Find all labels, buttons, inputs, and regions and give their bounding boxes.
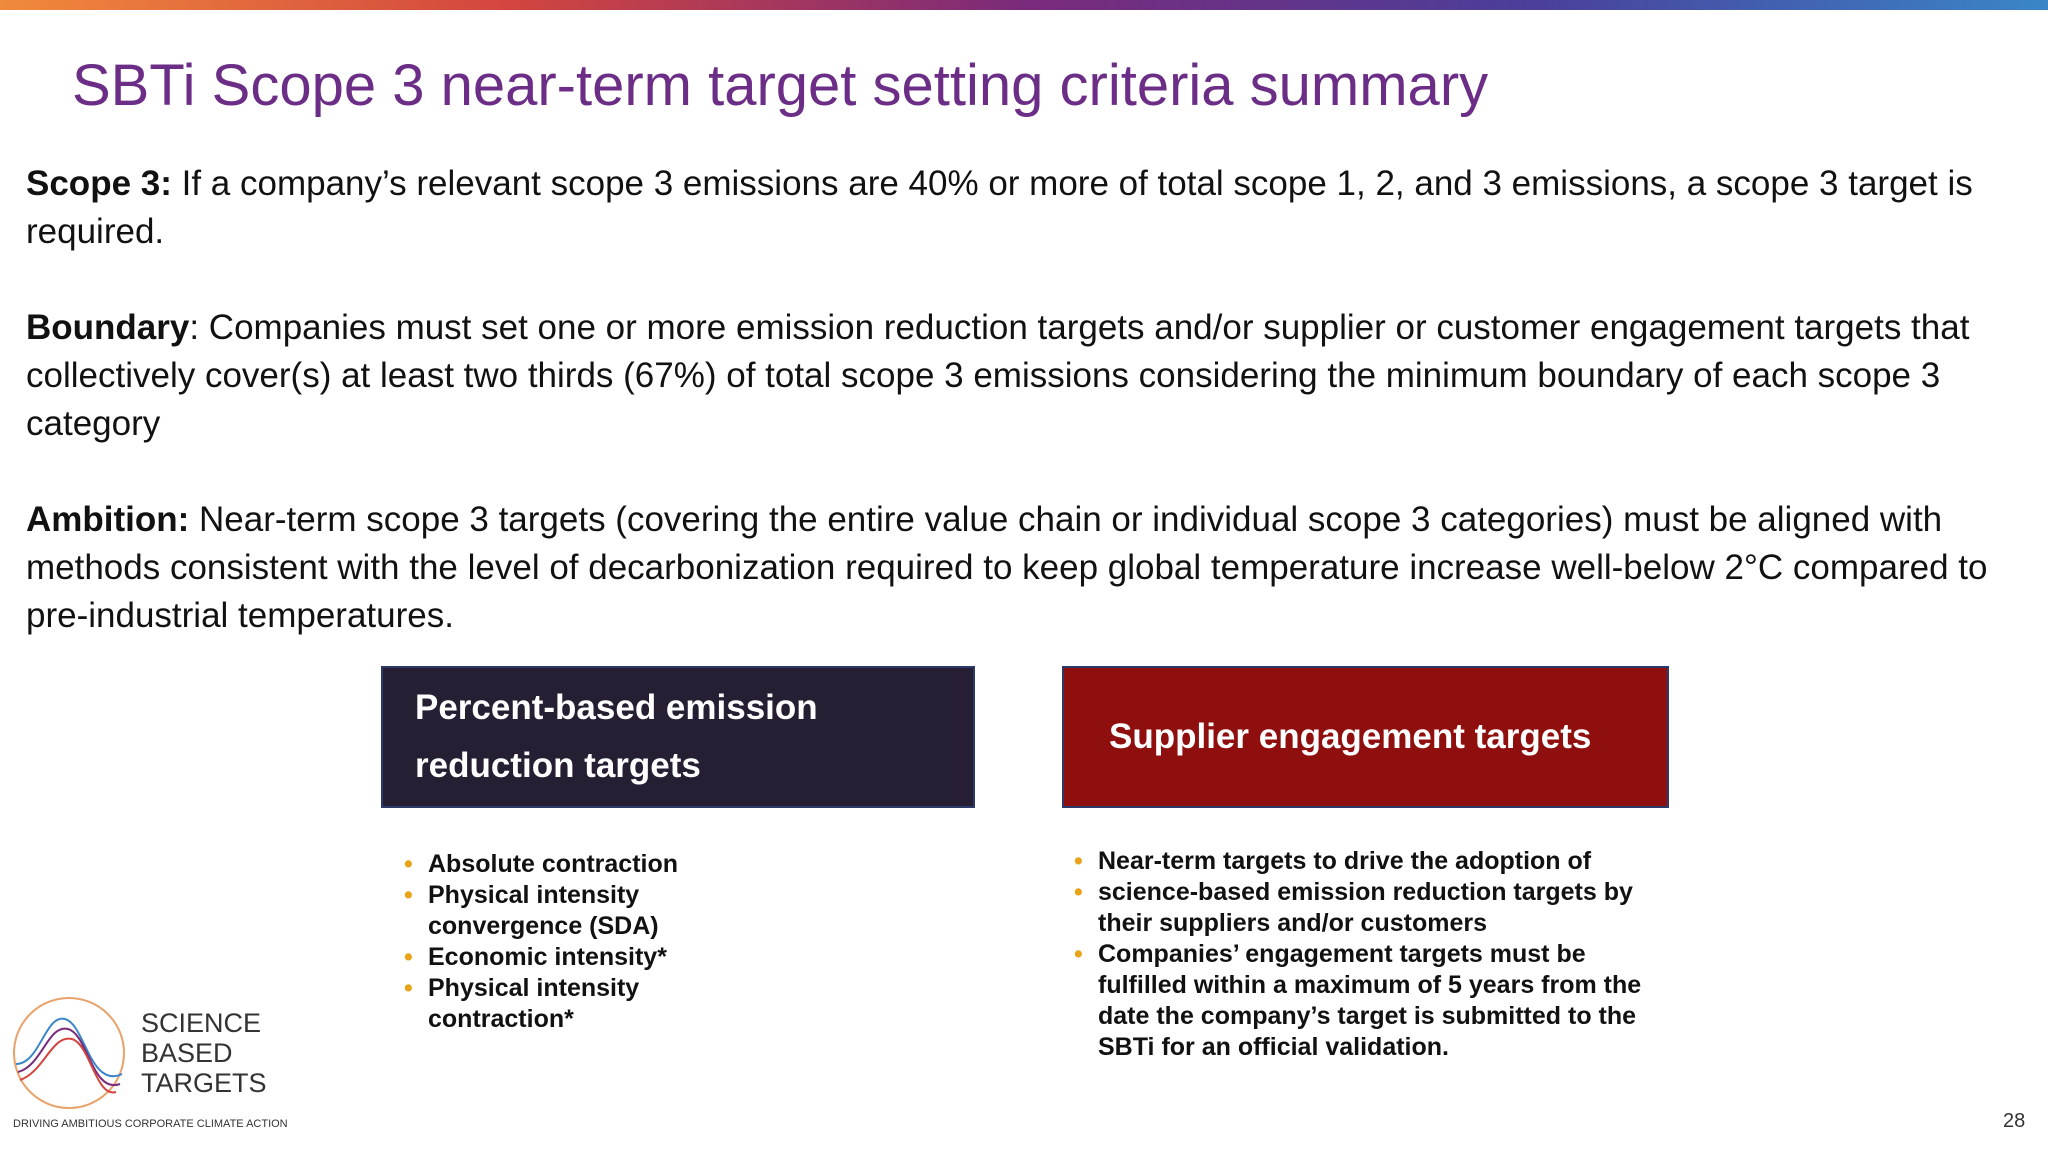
- tagline: DRIVING AMBITIOUS CORPORATE CLIMATE ACTI…: [13, 1118, 288, 1130]
- paragraph: Ambition: Near-term scope 3 targets (cov…: [26, 496, 2016, 640]
- text: If a company’s relevant scope 3 emission…: [26, 164, 1973, 251]
- logo-text: SCIENCE BASED TARGETS: [141, 1008, 267, 1098]
- label: Boundary: [26, 308, 190, 347]
- bullet-list: Near-term targets to drive the adoption …: [1074, 846, 1644, 1063]
- box-title: Supplier engagement targets: [1109, 717, 1592, 756]
- box-title: Percent-based emission reduction targets: [415, 688, 818, 785]
- box-header: Supplier engagement targets: [1062, 666, 1669, 808]
- paragraph: Boundary: Companies must set one or more…: [26, 304, 2016, 448]
- text: Near-term scope 3 targets (covering the …: [26, 500, 1988, 635]
- bullet: Physical intensity convergence (SDA): [404, 880, 734, 942]
- bullet: Absolute contraction: [404, 849, 734, 880]
- logo-line: SCIENCE: [141, 1008, 262, 1038]
- top-bar: [0, 0, 2048, 10]
- logo-mark: [13, 997, 125, 1109]
- bullet: Companies’ engagement targets must be fu…: [1074, 939, 1644, 1063]
- label: Scope 3:: [26, 164, 172, 203]
- bullet: Near-term targets to drive the adoption …: [1074, 846, 1644, 877]
- paragraph: Scope 3: If a company’s relevant scope 3…: [26, 160, 2016, 256]
- body-text: Scope 3: If a company’s relevant scope 3…: [26, 160, 2016, 688]
- bullet: Physical intensity contraction*: [404, 973, 734, 1035]
- box-header: Percent-based emission reduction targets: [381, 666, 975, 808]
- logo-line: TARGETS: [141, 1068, 267, 1098]
- text: : Companies must set one or more emissio…: [26, 308, 1970, 443]
- title: SBTi Scope 3 near-term target setting cr…: [72, 53, 1489, 118]
- bullet: Economic intensity*: [404, 942, 734, 973]
- label: Ambition:: [26, 500, 190, 539]
- bullet: science-based emission reduction targets…: [1074, 877, 1644, 939]
- page-number: 28: [2003, 1110, 2026, 1132]
- logo-line: BASED: [141, 1038, 233, 1068]
- bullet-list: Absolute contraction Physical intensity …: [404, 849, 734, 1035]
